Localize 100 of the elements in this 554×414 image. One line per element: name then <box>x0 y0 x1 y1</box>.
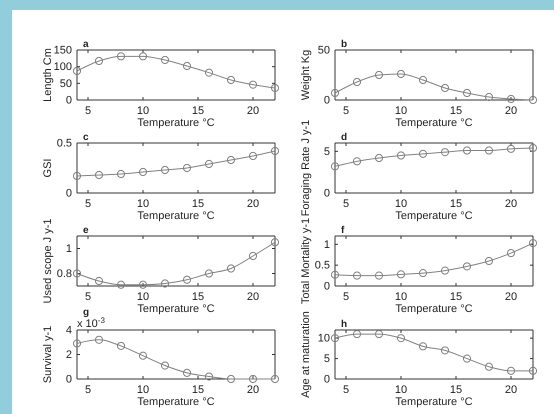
point <box>484 362 494 371</box>
x-axis-title: Temperature °C <box>137 210 215 222</box>
point <box>418 76 428 84</box>
x-axis-title: Temperature °C <box>395 210 473 222</box>
point <box>182 62 192 70</box>
point <box>352 330 362 338</box>
point <box>160 279 170 288</box>
point <box>248 80 258 89</box>
point <box>462 262 472 270</box>
x-tick-label: 5 <box>84 384 92 396</box>
point <box>182 276 192 284</box>
x-tick-label: 20 <box>504 104 518 117</box>
y-tick-label: 0 <box>324 280 330 293</box>
y-axis-title: Foraging Rate J y-1 <box>300 120 312 216</box>
point <box>528 239 538 248</box>
y-axis-title: Age at maturation <box>300 311 312 398</box>
x-tick-label: 15 <box>192 104 204 117</box>
point <box>418 342 428 350</box>
point <box>330 270 340 279</box>
point <box>138 168 148 176</box>
point <box>528 366 538 375</box>
chart-title: g <box>83 307 90 318</box>
point <box>374 272 384 280</box>
point <box>204 269 214 278</box>
point <box>270 84 280 92</box>
point <box>440 346 450 354</box>
y-tick-label: 1 <box>66 243 72 256</box>
point <box>160 166 170 174</box>
point <box>396 334 406 342</box>
y-tick-label: 0 <box>324 374 330 386</box>
point <box>72 66 82 76</box>
point <box>116 342 126 350</box>
x-tick-label: 20 <box>246 290 260 303</box>
point <box>248 152 258 160</box>
x-tick-label: 5 <box>84 198 92 210</box>
y-tick-label: 50 <box>60 78 72 90</box>
y-tick-label: 0 <box>66 374 72 386</box>
y-axis-title: Weight Kg <box>300 50 312 100</box>
point <box>94 56 104 66</box>
y-tick-label: 0.5 <box>56 138 72 150</box>
point <box>94 170 104 180</box>
x-tick-label: 10 <box>394 290 408 303</box>
x-tick-label: 10 <box>394 104 408 117</box>
point <box>226 76 236 84</box>
point <box>226 156 236 164</box>
point <box>248 252 258 260</box>
point <box>116 280 126 289</box>
point <box>204 372 214 381</box>
chart-title: c <box>83 132 89 143</box>
x-tick-label: 20 <box>504 290 518 303</box>
y-tick-label: 50 <box>318 44 330 57</box>
point <box>270 238 280 246</box>
point <box>182 368 192 377</box>
y-axis-title: Used scope J y-1 <box>42 218 54 304</box>
x-tick-label: 15 <box>192 384 204 396</box>
x-tick-label: 20 <box>504 198 518 210</box>
x-axis-title: Temperature °C <box>137 303 215 315</box>
point <box>374 70 384 80</box>
point <box>396 270 406 278</box>
x-axis-title: Temperature °C <box>137 396 215 408</box>
point <box>72 172 82 180</box>
point <box>116 52 126 60</box>
y-tick-label: 0 <box>324 188 330 200</box>
point <box>72 269 82 278</box>
point <box>204 160 214 168</box>
point <box>138 52 148 60</box>
x-tick-label: 20 <box>504 384 518 396</box>
point <box>484 92 494 102</box>
point <box>374 154 384 162</box>
y-tick-label: 0 <box>66 94 72 107</box>
point <box>226 264 236 273</box>
point <box>506 144 516 153</box>
x-tick-label: 15 <box>192 290 204 303</box>
x-tick-label: 5 <box>84 104 92 117</box>
point <box>462 354 472 363</box>
point <box>330 334 340 342</box>
y-tick-label: 10 <box>318 332 330 345</box>
y-tick-label: 2 <box>66 349 72 362</box>
point <box>462 146 472 155</box>
point <box>270 374 280 384</box>
chart-title: h <box>341 319 348 330</box>
y-tick-label: 0.5 <box>314 260 330 272</box>
annotation: x 10$^{-3}$ <box>77 316 106 330</box>
point <box>396 70 406 78</box>
x-tick-label: 10 <box>136 290 150 303</box>
y-axis-title: Survival y-1 <box>42 326 54 384</box>
x-axis-title: Temperature °C <box>137 117 215 129</box>
point <box>226 374 236 384</box>
point <box>138 352 148 360</box>
point <box>352 157 362 166</box>
point <box>528 144 538 152</box>
x-tick-label: 10 <box>394 384 408 396</box>
x-tick-label: 5 <box>342 290 350 303</box>
x-axis-title: Temperature °C <box>395 303 473 315</box>
point <box>182 164 192 172</box>
x-tick-label: 20 <box>246 104 260 117</box>
chart-title: f <box>341 225 345 236</box>
y-tick-label: 4 <box>66 324 72 337</box>
point <box>94 276 104 286</box>
point <box>484 256 494 266</box>
